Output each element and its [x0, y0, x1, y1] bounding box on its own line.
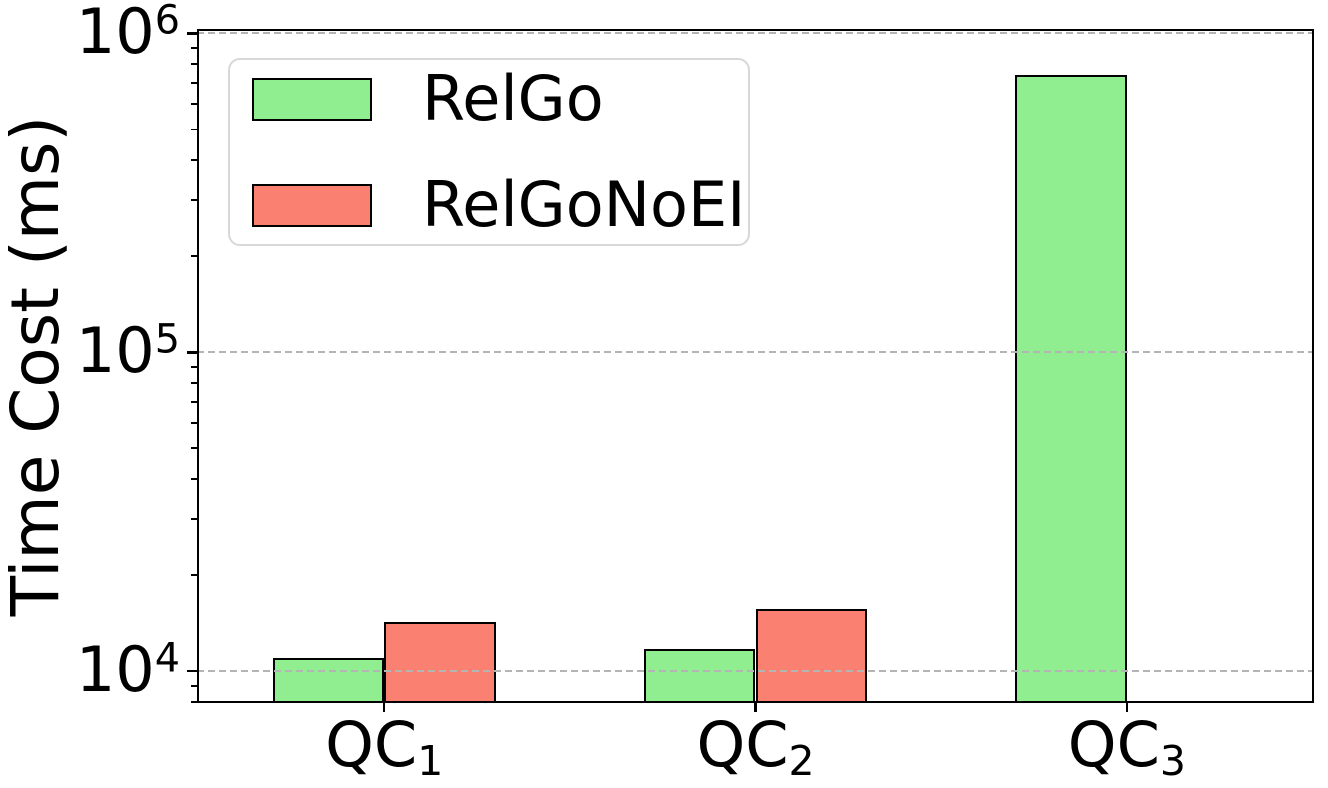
bar-relgonoei-qc2 — [755, 609, 867, 703]
y-minor-tick-90000 — [191, 365, 197, 368]
y-tick-label-1e5: 105 — [75, 314, 180, 388]
y-axis-label: Time Cost (ms) — [0, 115, 74, 617]
legend-entry-relgonoei: RelGoNoEI — [252, 174, 745, 236]
y-major-tick-1e4 — [187, 669, 197, 673]
bar-relgo-qc2 — [644, 649, 756, 703]
x-tick-label-qc3: QC3 — [1067, 708, 1186, 785]
y-minor-tick-60000 — [191, 422, 197, 424]
x-tick-label-qc1: QC1 — [325, 708, 444, 785]
y-minor-tick-500000 — [191, 128, 197, 131]
y-minor-tick-9000 — [191, 684, 197, 687]
bar-relgo-qc1 — [272, 657, 385, 703]
y-minor-tick-70000 — [191, 400, 197, 403]
gridline-1e6 — [197, 32, 1314, 35]
x-tick-qc3 — [1125, 703, 1129, 712]
y-minor-tick-200000 — [191, 255, 197, 258]
legend-entry-relgo: RelGo — [252, 68, 728, 130]
legend-swatch-relgo — [252, 77, 372, 121]
y-tick-label-1e6: 106 — [75, 0, 180, 69]
y-minor-tick-40000 — [191, 478, 197, 481]
y-minor-tick-900000 — [191, 47, 197, 49]
legend-swatch-relgonoei — [252, 183, 372, 227]
x-tick-label-qc2: QC2 — [696, 708, 815, 785]
y-minor-tick-300000 — [191, 199, 197, 202]
y-minor-tick-50000 — [191, 447, 197, 450]
bar-relgonoei-qc1 — [384, 621, 496, 703]
y-minor-tick-30000 — [191, 518, 197, 520]
x-tick-qc1 — [382, 703, 386, 712]
y-tick-label-1e4: 104 — [75, 632, 180, 706]
x-tick-qc2 — [754, 703, 757, 712]
y-major-tick-1e5 — [187, 351, 197, 354]
bar-relgo-qc3 — [1015, 75, 1127, 703]
y-minor-tick-400000 — [191, 159, 197, 162]
legend-label-relgonoei: RelGoNoEI — [422, 168, 746, 241]
y-minor-tick-800000 — [191, 63, 197, 66]
legend: RelGo RelGoNoEI — [228, 58, 750, 246]
y-minor-tick-700000 — [191, 81, 197, 84]
gridline-1e5 — [197, 351, 1314, 354]
y-minor-tick-80000 — [191, 382, 197, 385]
y-minor-tick-600000 — [191, 103, 197, 106]
gridline-1e4 — [197, 670, 1314, 673]
y-minor-tick-8000 — [191, 701, 197, 703]
y-major-tick-1e6 — [187, 32, 197, 35]
legend-label-relgo: RelGo — [422, 62, 604, 135]
y-minor-tick-20000 — [191, 574, 197, 576]
